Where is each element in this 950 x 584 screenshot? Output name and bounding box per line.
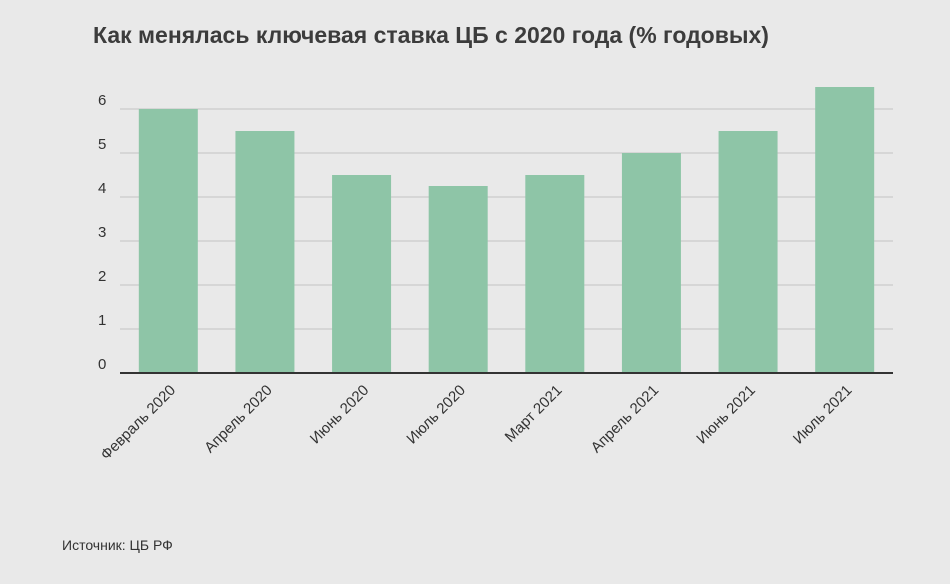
bar [621, 153, 681, 373]
source-note: Источник: ЦБ РФ [62, 537, 173, 553]
bar [235, 131, 295, 373]
bar [815, 87, 875, 373]
y-tick-label: 6 [98, 92, 106, 109]
bars [138, 87, 875, 373]
y-tick-label: 4 [98, 180, 106, 197]
y-tick-label: 2 [98, 268, 106, 285]
y-tick-label: 0 [98, 356, 106, 373]
bar [428, 186, 488, 373]
y-tick-label: 1 [98, 312, 106, 329]
y-axis-ticks: 0 1 2 3 4 5 6 [98, 92, 106, 373]
y-tick-label: 3 [98, 224, 106, 241]
bar [138, 109, 198, 373]
x-tick-label: Июнь 2021 [693, 382, 759, 448]
x-tick-label: Апрель 2021 [588, 382, 663, 457]
x-tick-label: Март 2021 [502, 382, 566, 446]
bar [525, 175, 585, 373]
bar [332, 175, 392, 373]
x-tick-label: Июль 2020 [403, 382, 469, 448]
bar [718, 131, 778, 373]
y-tick-label: 5 [98, 136, 106, 153]
x-tick-label: Февраль 2020 [97, 382, 179, 464]
x-tick-label: Июль 2021 [790, 382, 856, 448]
x-tick-label: Июнь 2020 [307, 382, 373, 448]
x-axis-ticks: Февраль 2020 Апрель 2020 Июнь 2020 Июль 202… [97, 382, 855, 464]
x-tick-label: Апрель 2020 [201, 382, 276, 457]
chart-title: Как менялась ключевая ставка ЦБ с 2020 г… [93, 22, 769, 48]
